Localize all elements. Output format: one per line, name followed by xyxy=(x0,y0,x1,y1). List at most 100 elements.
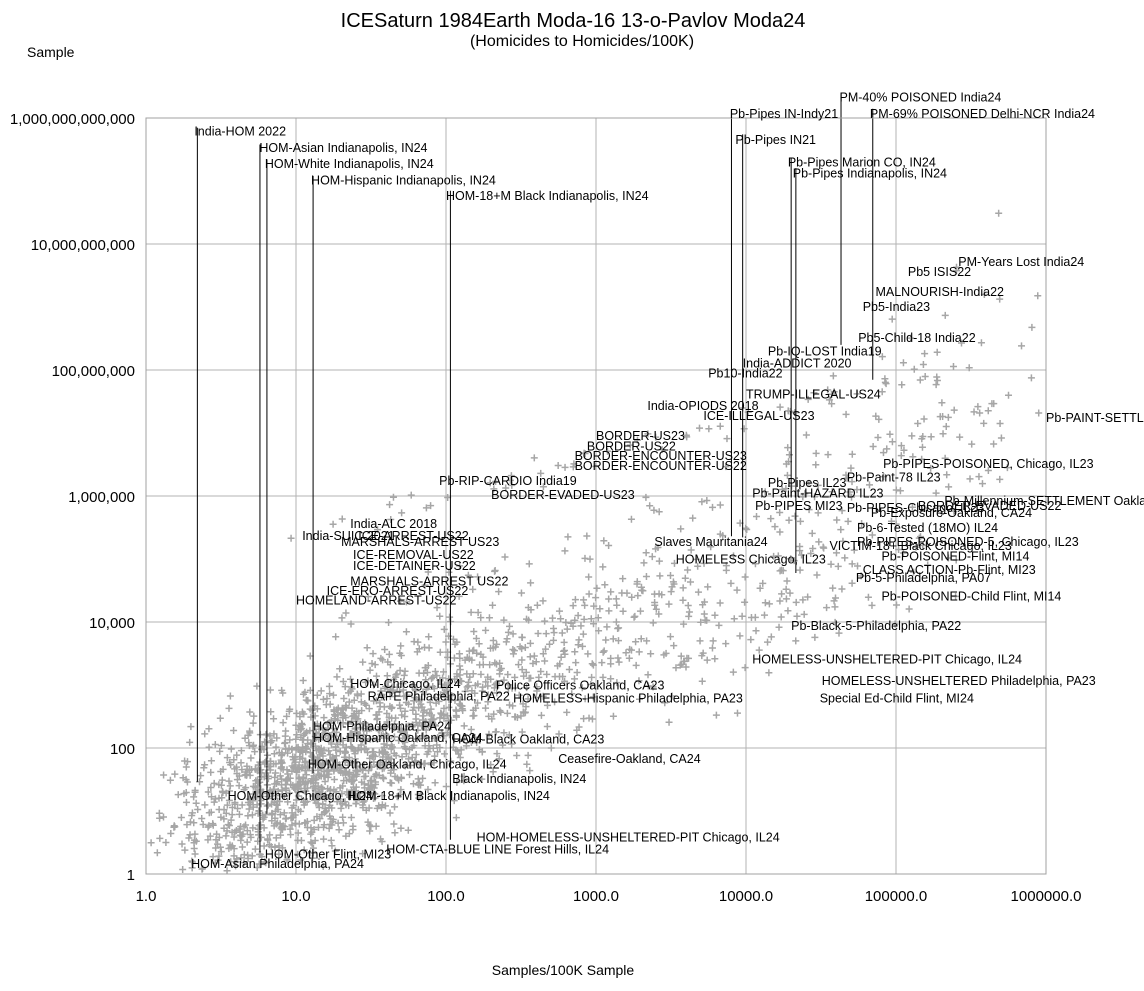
scatter-point xyxy=(484,698,492,706)
scatter-point xyxy=(174,791,182,799)
scatter-point xyxy=(776,597,784,605)
scatter-point xyxy=(186,738,194,746)
scatter-point xyxy=(666,571,674,579)
scatter-point xyxy=(372,711,380,719)
scatter-point xyxy=(382,682,390,690)
scatter-point xyxy=(309,844,317,852)
scatter-point xyxy=(793,612,801,620)
scatter-point xyxy=(233,855,241,863)
scatter-point xyxy=(440,714,448,722)
scatter-point xyxy=(874,433,882,441)
scatter-point xyxy=(612,618,620,626)
scatter-point xyxy=(209,853,217,861)
scatter-point xyxy=(924,561,932,569)
scatter-point xyxy=(628,593,636,601)
scatter-point xyxy=(891,620,899,628)
scatter-point xyxy=(262,859,270,867)
scatter-point xyxy=(482,626,490,634)
scatter-point xyxy=(235,782,243,790)
scatter-point xyxy=(898,381,906,389)
scatter-point xyxy=(252,794,260,802)
scatter-point xyxy=(298,708,306,716)
scatter-point xyxy=(777,613,785,621)
scatter-point xyxy=(482,704,490,712)
scatter-point xyxy=(598,659,606,667)
scatter-point xyxy=(325,804,333,812)
scatter-point xyxy=(408,754,416,762)
scatter-point xyxy=(211,795,219,803)
scatter-point xyxy=(496,707,504,715)
scatter-point xyxy=(950,507,958,515)
scatter-point xyxy=(521,708,529,716)
scatter-point xyxy=(450,797,458,805)
scatter-point xyxy=(287,534,295,542)
scatter-point xyxy=(282,745,290,753)
scatter-point xyxy=(441,693,449,701)
scatter-point xyxy=(581,554,589,562)
scatter-point xyxy=(642,549,650,557)
scatter-point xyxy=(767,515,775,523)
scatter-point xyxy=(456,702,464,710)
scatter-point xyxy=(854,562,862,570)
scatter-point xyxy=(311,702,319,710)
scatter-point xyxy=(868,601,876,609)
scatter-point xyxy=(568,690,576,698)
scatter-point xyxy=(217,742,225,750)
scatter-point xyxy=(685,654,693,662)
scatter-point xyxy=(494,681,502,689)
scatter-point xyxy=(760,611,768,619)
scatter-point xyxy=(722,640,730,648)
scatter-point xyxy=(432,699,440,707)
scatter-point xyxy=(519,700,527,708)
scatter-point xyxy=(290,764,298,772)
scatter-point xyxy=(217,848,225,856)
scatter-point xyxy=(472,704,480,712)
scatter-point xyxy=(742,524,750,532)
scatter-point xyxy=(171,770,179,778)
scatter-point xyxy=(424,748,432,756)
scatter-point xyxy=(402,628,410,636)
scatter-point xyxy=(352,714,360,722)
scatter-point xyxy=(835,629,843,637)
scatter-point xyxy=(449,635,457,643)
scatter-point xyxy=(655,610,663,618)
scatter-point xyxy=(389,724,397,732)
scatter-point xyxy=(273,801,281,809)
scatter-point xyxy=(360,797,368,805)
scatter-point xyxy=(199,820,207,828)
scatter-point xyxy=(896,487,904,495)
scatter-point xyxy=(294,836,302,844)
scatter-point xyxy=(192,799,200,807)
point-label: India-ADDICT 2020 xyxy=(743,356,852,370)
scatter-point xyxy=(656,572,664,580)
scatter-point xyxy=(253,864,261,872)
scatter-point xyxy=(223,827,231,835)
scatter-point xyxy=(489,601,497,609)
scatter-point xyxy=(210,798,218,806)
scatter-point xyxy=(452,713,460,721)
scatter-point xyxy=(320,759,328,767)
scatter-point xyxy=(886,430,894,438)
scatter-point xyxy=(939,430,947,438)
scatter-point xyxy=(850,546,858,554)
scatter-point xyxy=(474,573,482,581)
scatter-point xyxy=(571,616,579,624)
scatter-point xyxy=(599,563,607,571)
scatter-point xyxy=(260,824,268,832)
scatter-point xyxy=(223,754,231,762)
scatter-point xyxy=(784,407,792,415)
scatter-point xyxy=(729,668,737,676)
scatter-point xyxy=(804,395,812,403)
scatter-point xyxy=(338,800,346,808)
scatter-point xyxy=(646,502,654,510)
scatter-point xyxy=(238,801,246,809)
scatter-point xyxy=(655,508,663,516)
scatter-point xyxy=(865,481,873,489)
scatter-point xyxy=(286,774,294,782)
scatter-point xyxy=(188,812,196,820)
scatter-point xyxy=(684,601,692,609)
scatter-point xyxy=(416,735,424,743)
scatter-point xyxy=(555,607,563,615)
scatter-point xyxy=(340,695,348,703)
scatter-point xyxy=(486,479,494,487)
